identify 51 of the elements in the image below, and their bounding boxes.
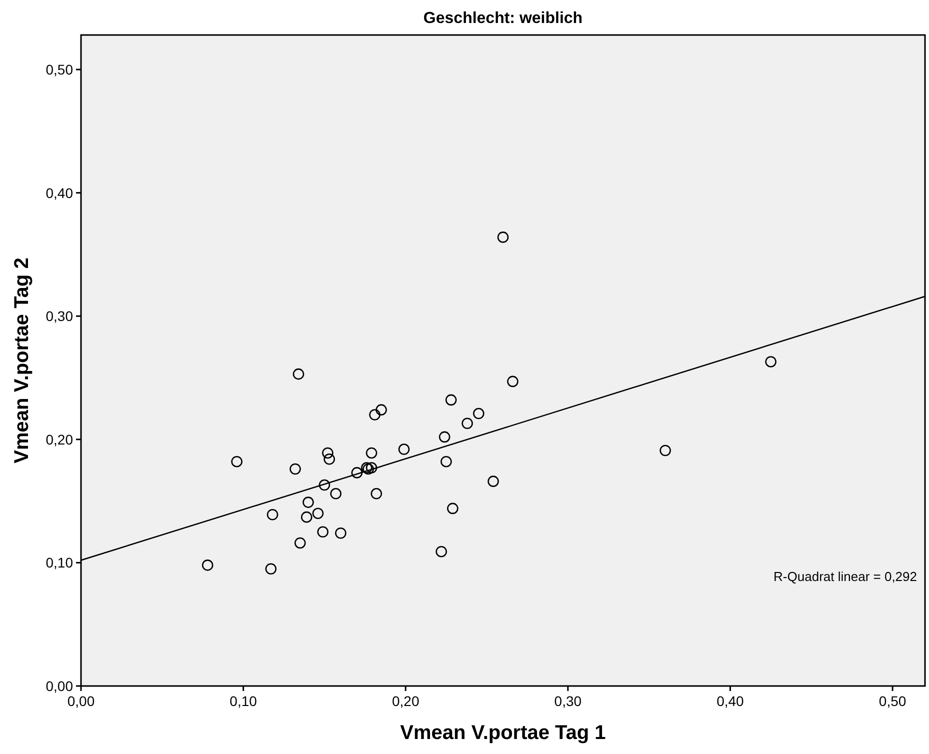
point [300, 511, 312, 523]
point [317, 526, 328, 538]
point [376, 404, 387, 416]
point [765, 356, 776, 368]
point [351, 467, 363, 478]
point [369, 409, 380, 420]
point [398, 444, 410, 455]
point [335, 527, 346, 539]
point [436, 546, 447, 558]
point [507, 376, 518, 388]
point [370, 488, 382, 500]
point [265, 563, 277, 575]
point [266, 508, 278, 520]
y-tick-label: 0,40 [46, 184, 74, 201]
y-axis-title: Vmean V.portae Tag 2 [11, 258, 33, 464]
y-tick-label: 0,50 [46, 62, 74, 78]
point [292, 368, 304, 380]
point [202, 560, 214, 571]
point [312, 508, 324, 520]
point [462, 418, 473, 430]
y-tick-label: 0,00 [46, 678, 74, 694]
point [660, 444, 671, 456]
point [366, 462, 378, 474]
y-tick-label: 0,10 [46, 554, 74, 571]
point [290, 463, 301, 475]
point [497, 232, 509, 243]
x-tick-label: 0,50 [878, 693, 906, 709]
x-tick-label: 0,10 [230, 693, 258, 709]
point [322, 447, 334, 459]
annotation: R-Quadrat linear = 0,292 [774, 569, 917, 584]
point [330, 488, 342, 500]
point [318, 479, 330, 491]
x-tick-label: 0,40 [716, 693, 744, 709]
y-tick-label: 0,20 [46, 431, 74, 448]
point [445, 394, 457, 406]
y-tick-label: 0,30 [46, 308, 74, 324]
x-tick-label: 0,00 [67, 693, 95, 709]
point [488, 476, 499, 487]
point [447, 502, 458, 514]
x-tick-label: 0,30 [554, 693, 582, 709]
point [366, 447, 378, 459]
point [302, 496, 314, 508]
chart-title: Geschlecht: weiblich [423, 10, 583, 27]
point [231, 456, 242, 468]
point [473, 408, 484, 420]
point [324, 453, 335, 465]
x-tick-label: 0,20 [392, 693, 420, 709]
point [438, 431, 450, 443]
point [294, 537, 306, 549]
point [440, 456, 452, 468]
x-axis-title: Vmean V.portae Tag 1 [400, 722, 606, 744]
